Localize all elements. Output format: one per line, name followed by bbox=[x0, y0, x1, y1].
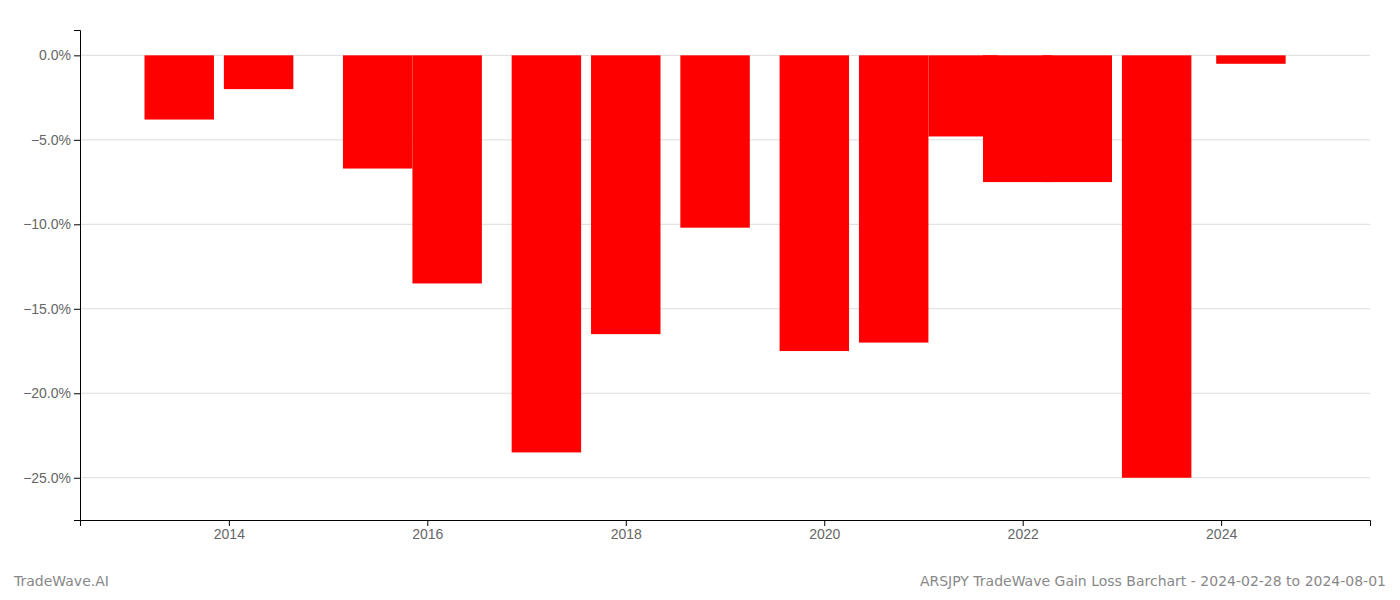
y-tick-mark bbox=[74, 309, 80, 310]
bar bbox=[983, 55, 1052, 182]
x-tick-label: 2024 bbox=[1206, 526, 1237, 542]
x-axis: 2014 2016 2018 2020 2022 2024 bbox=[81, 520, 1371, 542]
x-axis-line bbox=[81, 521, 1371, 527]
x-tick-label: 2022 bbox=[1008, 526, 1039, 542]
bars bbox=[145, 55, 1286, 477]
bar bbox=[859, 55, 928, 342]
bar bbox=[343, 55, 412, 168]
y-tick: −25.0% bbox=[23, 470, 80, 486]
bar bbox=[412, 55, 481, 283]
x-tick: 2024 bbox=[1206, 520, 1237, 542]
y-tick-label: −20.0% bbox=[23, 385, 71, 401]
footer-text: TradeWave.AI bbox=[13, 573, 109, 589]
y-tick-mark bbox=[74, 224, 80, 225]
chart: 2014 2016 2018 2020 2022 2024 0.0% −5.0% −10.0% −… bbox=[0, 0, 1400, 600]
x-tick: 2018 bbox=[611, 520, 642, 542]
y-tick-label: 0.0% bbox=[39, 47, 71, 63]
y-tick-mark bbox=[74, 393, 80, 394]
x-tick: 2022 bbox=[1008, 520, 1039, 542]
y-axis-line bbox=[74, 31, 81, 521]
bar bbox=[591, 55, 660, 334]
bar bbox=[224, 55, 293, 89]
y-tick-label: −10.0% bbox=[23, 216, 71, 232]
x-tick: 2014 bbox=[214, 520, 245, 542]
plot: 2014 2016 2018 2020 2022 2024 0.0% −5.0% −10.0% −… bbox=[23, 31, 1370, 542]
x-tick-label: 2020 bbox=[809, 526, 840, 542]
y-tick-mark bbox=[74, 478, 80, 479]
bar bbox=[1216, 55, 1285, 63]
y-tick: −5.0% bbox=[31, 132, 80, 148]
bar bbox=[680, 55, 749, 227]
bar bbox=[145, 55, 214, 119]
bar bbox=[780, 55, 849, 351]
grid bbox=[80, 55, 1370, 477]
bar bbox=[1043, 55, 1112, 182]
y-tick: 0.0% bbox=[39, 47, 80, 63]
y-axis: 0.0% −5.0% −10.0% −15.0% −20.0% −25.0% bbox=[23, 31, 80, 521]
y-tick: −20.0% bbox=[23, 385, 80, 401]
bar bbox=[512, 55, 581, 452]
y-tick-label: −25.0% bbox=[23, 470, 71, 486]
x-tick-label: 2014 bbox=[214, 526, 245, 542]
y-tick: −15.0% bbox=[23, 301, 80, 317]
x-tick-label: 2018 bbox=[611, 526, 642, 542]
y-tick-label: −15.0% bbox=[23, 301, 71, 317]
x-tick-label: 2016 bbox=[412, 526, 443, 542]
bar bbox=[1122, 55, 1191, 477]
x-tick: 2016 bbox=[412, 520, 443, 542]
y-tick: −10.0% bbox=[23, 216, 80, 232]
y-tick-mark bbox=[74, 55, 80, 56]
x-tick: 2020 bbox=[809, 520, 840, 542]
footer-text: ARSJPY TradeWave Gain Loss Barchart - 20… bbox=[920, 573, 1386, 589]
y-tick-label: −5.0% bbox=[31, 132, 71, 148]
y-tick-mark bbox=[74, 140, 80, 141]
